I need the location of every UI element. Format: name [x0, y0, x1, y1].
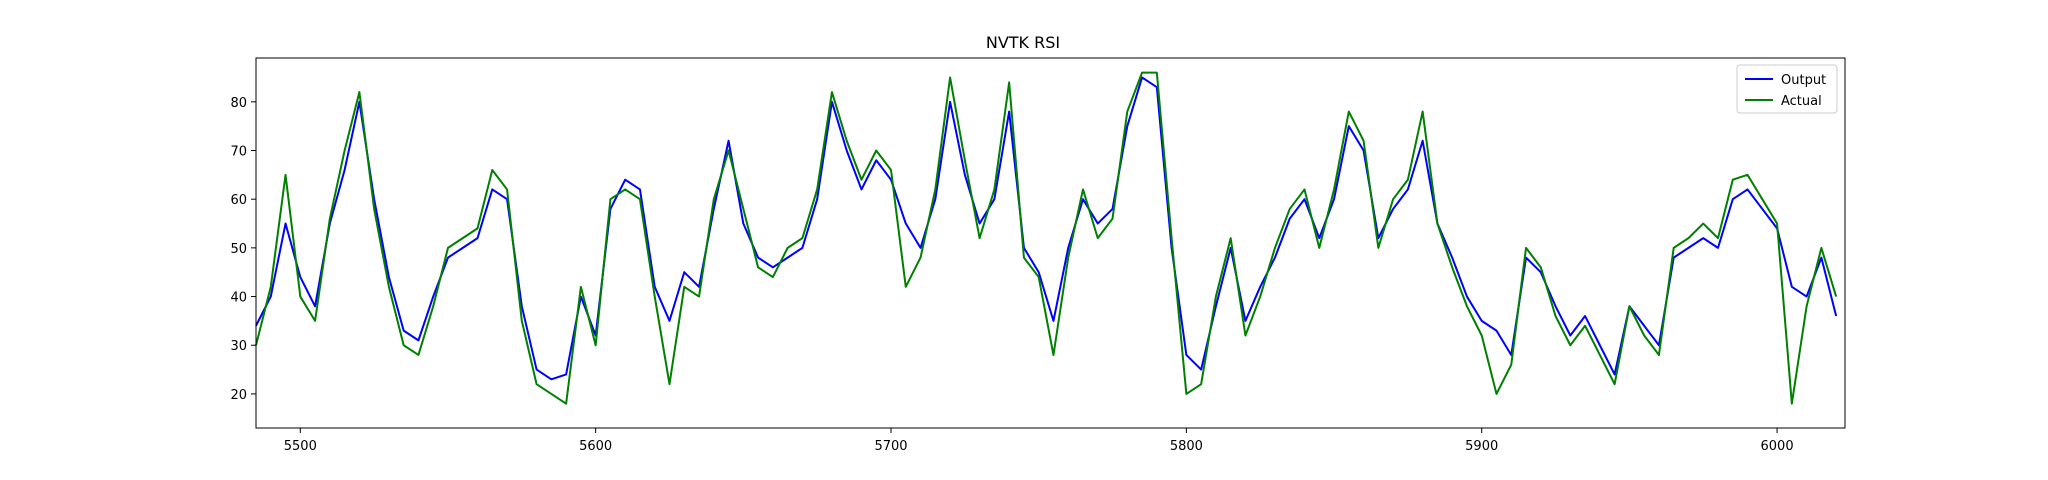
- series-line-output: [255, 76, 1838, 381]
- axes-frame: [255, 57, 1846, 429]
- legend: Output Actual: [1736, 64, 1838, 114]
- chart-title: NVTK RSI: [986, 33, 1060, 52]
- legend-label-output: Output: [1781, 73, 1826, 88]
- y-tick-label: 80: [230, 96, 247, 111]
- x-tick-label: 5600: [579, 439, 612, 454]
- x-tick-label: 5800: [1170, 439, 1203, 454]
- y-tick-label: 30: [230, 339, 247, 354]
- x-tick-label: 5500: [284, 439, 317, 454]
- y-tick-label: 20: [230, 388, 247, 403]
- axes: 5500 5600 5700 5800 5900 6000 20 30 40 50 60 70 80: [230, 57, 1846, 454]
- x-tick-label: 5700: [874, 439, 907, 454]
- y-tick-label: 50: [230, 242, 247, 257]
- x-tick-label: 6000: [1761, 439, 1794, 454]
- y-tick-label: 70: [230, 145, 247, 160]
- legend-label-actual: Actual: [1781, 94, 1822, 109]
- x-tick-label: 5900: [1465, 439, 1498, 454]
- plot-area: [255, 71, 1838, 405]
- y-tick-label: 60: [230, 193, 247, 208]
- series-line-actual: [255, 71, 1838, 405]
- y-tick-label: 40: [230, 291, 247, 306]
